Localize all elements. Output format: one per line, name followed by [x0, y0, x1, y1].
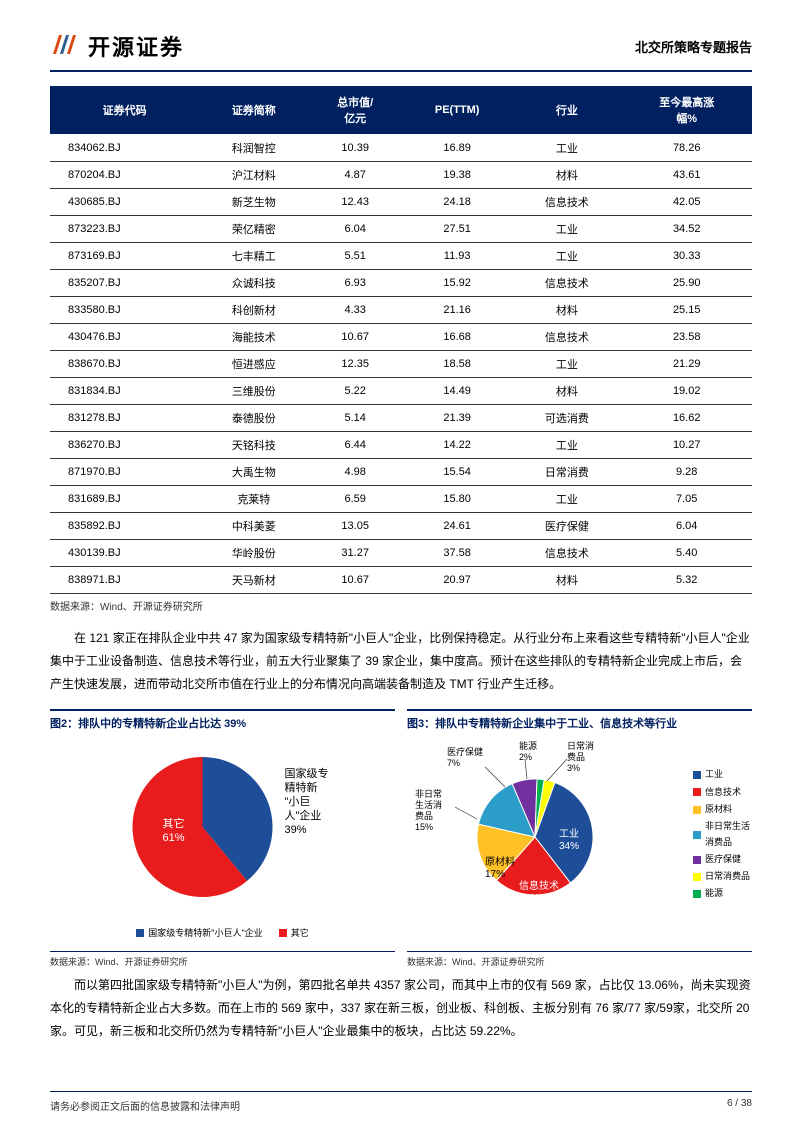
- svg-text:精特新: 精特新: [285, 780, 318, 794]
- svg-text:3%: 3%: [567, 763, 580, 773]
- table-header: 总市值/亿元: [308, 86, 402, 135]
- svg-text:原材料: 原材料: [485, 855, 515, 868]
- page-footer: 请务必参阅正文后面的信息披露和法律声明 6 / 38: [50, 1091, 752, 1113]
- table-header: 证券简称: [199, 86, 308, 135]
- chart-2-pie: 其它 61% 国家级专精特新"小巨人"企业 39%: [50, 737, 395, 917]
- table-row: 838670.BJ恒进感应12.3518.58工业21.29: [50, 351, 752, 378]
- table-row: 873223.BJ荣亿精密6.0427.51工业34.52: [50, 216, 752, 243]
- table-header: 行业: [512, 86, 621, 135]
- svg-text:国家级专: 国家级专: [285, 766, 329, 780]
- paragraph-2: 而以第四批国家级专精特新"小巨人"为例，第四批名单共 4357 家公司，而其中上…: [50, 974, 752, 1042]
- svg-text:其它: 其它: [163, 816, 185, 830]
- table-row: 834062.BJ科润智控10.3916.89工业78.26: [50, 135, 752, 162]
- table-row: 430476.BJ海能技术10.6716.68信息技术23.58: [50, 324, 752, 351]
- table-row: 873169.BJ七丰精工5.5111.93工业30.33: [50, 243, 752, 270]
- chart-2: 图2：排队中的专精特新企业占比达 39% 其它 61% 国家级专精特新"小巨人"企业…: [50, 709, 395, 968]
- table-source: 数据来源：Wind、开源证券研究所: [50, 598, 752, 613]
- svg-text:人"企业: 人"企业: [285, 808, 322, 822]
- table-row: 871970.BJ大禹生物4.9815.54日常消费9.28: [50, 459, 752, 486]
- table-row: 835892.BJ中科美菱13.0524.61医疗保健6.04: [50, 513, 752, 540]
- svg-text:17%: 17%: [485, 869, 505, 880]
- table-header: PE(TTM): [402, 86, 512, 135]
- chart-3-source: 数据来源：Wind、开源证券研究所: [407, 951, 752, 968]
- svg-text:生活消: 生活消: [415, 799, 442, 810]
- chart-2-title: 图2：排队中的专精特新企业占比达 39%: [50, 715, 395, 731]
- table-row: 836270.BJ天铭科技6.4414.22工业10.27: [50, 432, 752, 459]
- table-row: 831834.BJ三维股份5.2214.49材料19.02: [50, 378, 752, 405]
- table-row: 833580.BJ科创新材4.3321.16材料25.15: [50, 297, 752, 324]
- svg-text:非日常: 非日常: [415, 788, 442, 799]
- chart-3-legend: 工业信息技术原材料非日常生活消费品医疗保健日常消费品能源: [693, 767, 750, 903]
- logo: 开源证券: [50, 30, 184, 62]
- table-row: 430685.BJ新芝生物12.4324.18信息技术42.05: [50, 189, 752, 216]
- svg-text:日常消: 日常消: [567, 740, 594, 751]
- securities-table: 证券代码证券简称总市值/亿元PE(TTM)行业至今最高涨幅% 834062.BJ…: [50, 86, 752, 594]
- svg-text:15%: 15%: [415, 822, 433, 832]
- footer-page: 6 / 38: [727, 1098, 752, 1113]
- company-logo-icon: [50, 32, 80, 60]
- table-header: 证券代码: [50, 86, 199, 135]
- svg-text:39%: 39%: [285, 824, 307, 836]
- table-header: 至今最高涨幅%: [621, 86, 752, 135]
- svg-text:61%: 61%: [163, 832, 185, 844]
- svg-text:"小巨: "小巨: [285, 795, 311, 808]
- svg-text:2%: 2%: [519, 752, 532, 762]
- table-row: 831278.BJ泰德股份5.1421.39可选消费16.62: [50, 405, 752, 432]
- svg-text:22%: 22%: [519, 893, 539, 904]
- chart-3-title: 图3：排队中专精特新企业集中于工业、信息技术等行业: [407, 715, 752, 731]
- table-row: 831689.BJ克莱特6.5915.80工业7.05: [50, 486, 752, 513]
- table-row: 838971.BJ天马新材10.6720.97材料5.32: [50, 567, 752, 594]
- table-row: 870204.BJ沪江材料4.8719.38材料43.61: [50, 162, 752, 189]
- company-name: 开源证券: [88, 30, 184, 62]
- charts-row: 图2：排队中的专精特新企业占比达 39% 其它 61% 国家级专精特新"小巨人"企业…: [50, 709, 752, 968]
- report-type: 北交所策略专题报告: [635, 37, 752, 56]
- page-header: 开源证券 北交所策略专题报告: [50, 30, 752, 72]
- footer-disclaimer: 请务必参阅正文后面的信息披露和法律声明: [50, 1098, 240, 1113]
- svg-text:7%: 7%: [447, 758, 460, 768]
- chart-3: 图3：排队中专精特新企业集中于工业、信息技术等行业 工业34% 信息技术22% 原材…: [407, 709, 752, 968]
- svg-text:费品: 费品: [415, 810, 433, 821]
- table-row: 835207.BJ众诚科技6.9315.92信息技术25.90: [50, 270, 752, 297]
- paragraph-1: 在 121 家正在排队企业中共 47 家为国家级专精特新"小巨人"企业，比例保持…: [50, 627, 752, 695]
- chart-2-legend: 国家级专精特新"小巨人"企业其它: [50, 926, 395, 939]
- table-row: 430139.BJ华岭股份31.2737.58信息技术5.40: [50, 540, 752, 567]
- svg-text:能源: 能源: [519, 740, 537, 751]
- svg-text:34%: 34%: [559, 841, 579, 852]
- svg-text:信息技术: 信息技术: [519, 879, 559, 892]
- svg-text:工业: 工业: [559, 828, 579, 840]
- chart-2-source: 数据来源：Wind、开源证券研究所: [50, 951, 395, 968]
- svg-text:医疗保健: 医疗保健: [447, 746, 483, 757]
- chart-3-pie: 工业34%信息技术22%原材料17%非日常生活消费品15%医疗保健7%能源2%日…: [407, 737, 647, 917]
- svg-text:费品: 费品: [567, 751, 585, 762]
